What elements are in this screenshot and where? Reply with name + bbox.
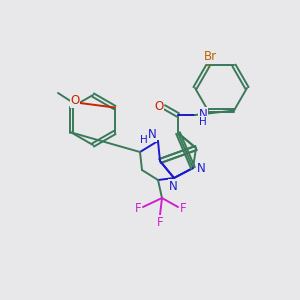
Text: H: H — [140, 135, 148, 145]
Text: N: N — [199, 107, 207, 121]
Text: O: O — [70, 94, 80, 107]
Text: N: N — [169, 179, 177, 193]
Text: F: F — [180, 202, 186, 215]
Text: H: H — [199, 117, 207, 127]
Text: F: F — [157, 215, 163, 229]
Text: N: N — [196, 161, 206, 175]
Text: O: O — [154, 100, 164, 112]
Text: Br: Br — [203, 50, 217, 63]
Text: F: F — [135, 202, 141, 215]
Text: N: N — [148, 128, 156, 142]
